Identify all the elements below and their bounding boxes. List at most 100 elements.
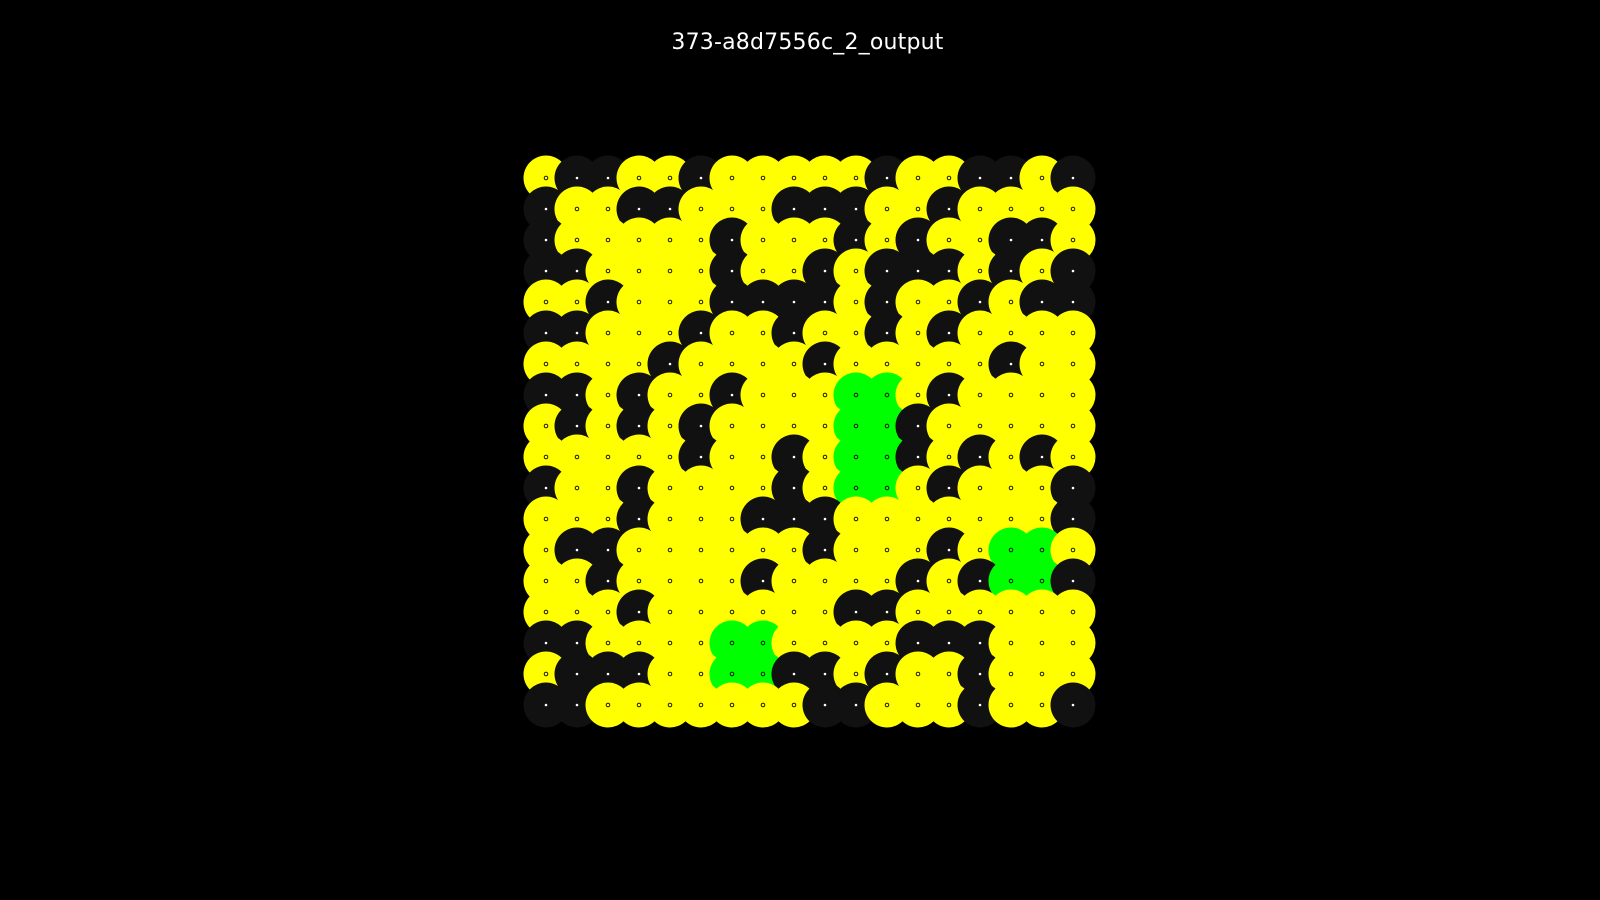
cell-center-marker [822,578,828,584]
cell-center-marker [885,610,889,614]
cell-center-marker [760,206,766,212]
cell-center-marker [606,548,610,552]
page-title: 373-a8d7556c_2_output [671,30,944,55]
cell-center-marker [791,547,797,553]
cell-center-marker [605,516,611,522]
cell-center-marker [1039,175,1045,181]
cell-center-marker [760,237,766,243]
cell-center-marker [884,640,890,646]
cell-center-marker [667,175,673,181]
cell-center-marker [1008,516,1014,522]
cell-center-marker [636,578,642,584]
cell-center-marker [978,455,982,459]
cell-center-marker [698,485,704,491]
cell-center-marker [791,175,797,181]
cell-center-marker [729,609,735,615]
cell-center-marker [884,423,890,429]
cell-center-marker [1039,702,1045,708]
cell-center-marker [977,485,983,491]
cell-center-marker [698,609,704,615]
cell-center-marker [574,237,580,243]
cell-center-marker [1039,609,1045,615]
cell-center-marker [574,485,580,491]
cell-center-marker [637,610,641,614]
cell-center-marker [1071,703,1075,707]
cell-center-marker [636,454,642,460]
cell-center-marker [637,517,641,521]
cell-center-marker [1039,392,1045,398]
cell-center-marker [605,330,611,336]
cell-center-marker [1039,361,1045,367]
cell-center-marker [760,547,766,553]
cell-center-marker [885,176,889,180]
cell-center-marker [978,672,982,676]
cell-center-marker [916,269,920,273]
cell-center-marker [544,393,548,397]
cell-center-marker [605,268,611,274]
cell-center-marker [605,392,611,398]
cell-center-marker [668,207,672,211]
cell-center-marker [729,175,735,181]
cell-center-marker [761,517,765,521]
cell-center-marker [730,238,734,242]
cell-center-marker [854,703,858,707]
cell-center-marker [667,423,673,429]
cell-center-marker [977,206,983,212]
cell-center-marker [667,671,673,677]
cell-center-marker [760,423,766,429]
cell-center-marker [636,361,642,367]
cell-center-marker [605,423,611,429]
cell-center-marker [575,393,579,397]
cell-center-marker [667,547,673,553]
cell-center-marker [1039,671,1045,677]
cell-center-marker [792,331,796,335]
cell-center-marker [1070,206,1076,212]
cell-center-marker [947,393,951,397]
cell-center-marker [791,578,797,584]
cell-center-marker [729,485,735,491]
markers-layer [543,175,1076,708]
cell-center-marker [884,392,890,398]
cell-center-marker [544,331,548,335]
cell-center-marker [637,424,641,428]
cell-center-marker [699,176,703,180]
cell-center-marker [575,672,579,676]
cell-center-marker [1071,300,1075,304]
cell-center-marker [885,331,889,335]
cell-center-marker [915,392,921,398]
cell-center-marker [605,485,611,491]
cell-center-marker [1070,237,1076,243]
cell-center-marker [543,454,549,460]
cell-center-marker [606,579,610,583]
cell-center-marker [760,609,766,615]
cell-center-marker [792,672,796,676]
cell-center-marker [822,485,828,491]
cell-center-marker [1070,547,1076,553]
cell-center-marker [792,517,796,521]
cell-center-marker [729,578,735,584]
cell-center-marker [853,671,859,677]
cell-center-marker [977,392,983,398]
cell-center-marker [1008,485,1014,491]
cell-center-marker [729,547,735,553]
cell-center-marker [792,300,796,304]
cell-center-marker [667,392,673,398]
cell-center-marker [853,330,859,336]
cell-center-marker [544,207,548,211]
cell-center-marker [575,331,579,335]
cell-center-marker [822,237,828,243]
cell-center-marker [884,516,890,522]
cell-center-marker [543,175,549,181]
cell-center-marker [791,423,797,429]
cell-center-marker [637,672,641,676]
cell-center-marker [543,299,549,305]
cell-center-marker [977,609,983,615]
cell-center-marker [916,424,920,428]
cell-center-marker [946,702,952,708]
cell-center-marker [637,393,641,397]
cell-center-marker [605,702,611,708]
cell-center-marker [1071,176,1075,180]
cell-center-marker [606,672,610,676]
cell-center-marker [543,361,549,367]
